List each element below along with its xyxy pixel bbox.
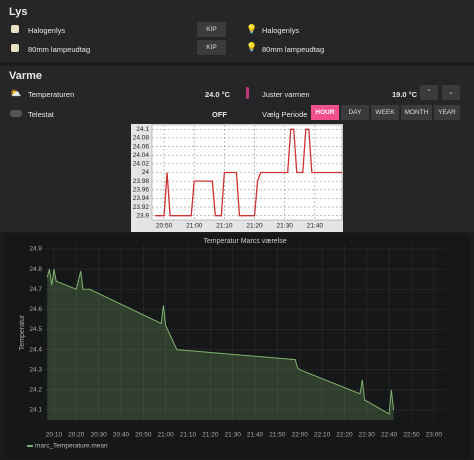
x-tick-label: 20:30	[90, 432, 107, 439]
y-tick-label: 24.4	[29, 346, 42, 353]
x-tick-label: 21:40	[247, 432, 264, 439]
up-button[interactable]: ⌃	[420, 85, 438, 100]
section-title: Lys	[9, 6, 28, 18]
chart-background	[4, 234, 470, 458]
section-title: Varme	[9, 70, 43, 82]
y-tick-label: 24.6	[29, 306, 42, 313]
x-tick-label: 22:20	[336, 432, 353, 439]
lys-panel	[0, 0, 474, 62]
button[interactable]: KIP	[197, 40, 226, 55]
label: Vælg Periode	[262, 110, 308, 119]
y-tick-label: 24.1	[29, 407, 42, 414]
legend-swatch	[27, 445, 33, 447]
x-tick-label: 21:20	[202, 432, 219, 439]
chart-title: Temperatur Marcs værelse	[203, 238, 286, 245]
icon: 💡	[246, 24, 258, 34]
label: 80mm lampeudtag	[262, 45, 325, 54]
legend-label: marc_Temperature.mean	[35, 443, 108, 450]
label: Halogenlys	[262, 26, 300, 35]
icon: ⛅	[10, 88, 22, 98]
x-tick-label: 21:10	[180, 432, 197, 439]
icon	[11, 44, 19, 52]
period-button[interactable]: YEAR	[434, 105, 460, 120]
x-tick-label: 21:50	[269, 432, 286, 439]
label: Temperaturen	[28, 90, 75, 99]
period-button[interactable]: MONTH	[401, 105, 432, 120]
y-tick-label: 24.3	[29, 366, 42, 373]
icon: 💡	[246, 42, 258, 52]
line	[46, 269, 395, 415]
toggle[interactable]	[10, 110, 22, 117]
y-tick-label: 24.9	[29, 246, 42, 253]
x-tick-label: 22:30	[359, 432, 376, 439]
label: Halogenlys	[28, 26, 66, 35]
label: Telestat	[28, 110, 54, 119]
area	[47, 269, 394, 420]
period-button[interactable]: WEEK	[371, 105, 399, 120]
y-tick-label: 24.5	[29, 326, 42, 333]
label: Juster varmen	[262, 90, 310, 99]
period-button[interactable]: HOUR	[311, 105, 339, 120]
label: 80mm lampeudtag	[28, 45, 91, 54]
x-tick-label: 22:50	[403, 432, 420, 439]
value: 24.0 °C	[205, 90, 231, 99]
y-tick-label: 24.7	[29, 286, 42, 293]
x-tick-label: 22:40	[381, 432, 398, 439]
x-tick-label: 23:00	[426, 432, 443, 439]
x-tick-label: 20:50	[135, 432, 152, 439]
button[interactable]: KIP	[197, 22, 226, 37]
value: OFF	[212, 110, 227, 119]
value: 19.0 °C	[392, 90, 418, 99]
y-axis-label: Temperatur	[19, 314, 26, 350]
icon	[11, 25, 19, 33]
x-tick-label: 22:10	[314, 432, 331, 439]
y-tick-label: 24.2	[29, 387, 42, 394]
x-tick-label: 22:00	[292, 432, 309, 439]
period-button[interactable]: DAY	[341, 105, 369, 120]
icon	[246, 87, 249, 99]
y-tick-label: 24.8	[29, 266, 42, 273]
x-tick-label: 20:20	[68, 432, 85, 439]
x-tick-label: 20:10	[46, 432, 63, 439]
x-tick-label: 20:40	[113, 432, 130, 439]
down-button[interactable]: ⌄	[442, 85, 460, 100]
x-tick-label: 21:30	[225, 432, 242, 439]
x-tick-label: 21:00	[158, 432, 175, 439]
